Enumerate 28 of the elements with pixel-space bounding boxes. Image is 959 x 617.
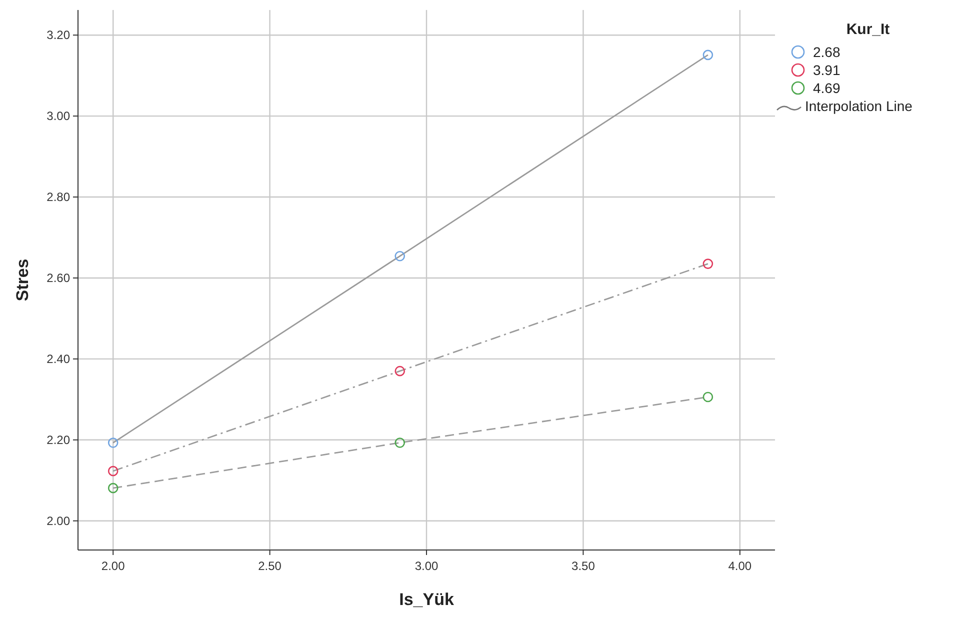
y-tick-label: 2.00 <box>46 514 70 528</box>
point <box>108 466 118 476</box>
text: Interpolation Line <box>805 98 913 114</box>
legend-label: 4.69 <box>813 80 840 96</box>
legend-label: 3.91 <box>813 62 840 78</box>
legend-label: 2.68 <box>813 44 840 60</box>
point <box>702 258 714 269</box>
point <box>394 438 406 448</box>
point <box>702 50 714 60</box>
point <box>394 366 406 376</box>
y-axis-title: Stres <box>13 258 32 302</box>
point <box>702 392 714 402</box>
point <box>108 482 118 494</box>
y-tick-label: 2.20 <box>46 432 70 447</box>
x-tick-label: 4.00 <box>728 559 752 573</box>
y-tick-label: 2.60 <box>46 270 70 285</box>
y-tick-label: 2.40 <box>46 352 70 366</box>
point <box>108 438 118 448</box>
x-tick-label: 3.00 <box>414 559 438 573</box>
x-tick-label: 2.00 <box>101 559 126 573</box>
x-tick-label: 3.50 <box>572 559 596 573</box>
legend-title: Kur_It <box>846 21 890 38</box>
y-tick-label: 2.80 <box>46 190 70 204</box>
y-tick-label: 3.00 <box>46 109 70 124</box>
x-axis-title: Is_Yük <box>399 590 454 609</box>
y-tick-label: 3.20 <box>46 28 70 42</box>
x-tick-label: 2.50 <box>258 559 282 573</box>
point <box>394 250 406 262</box>
